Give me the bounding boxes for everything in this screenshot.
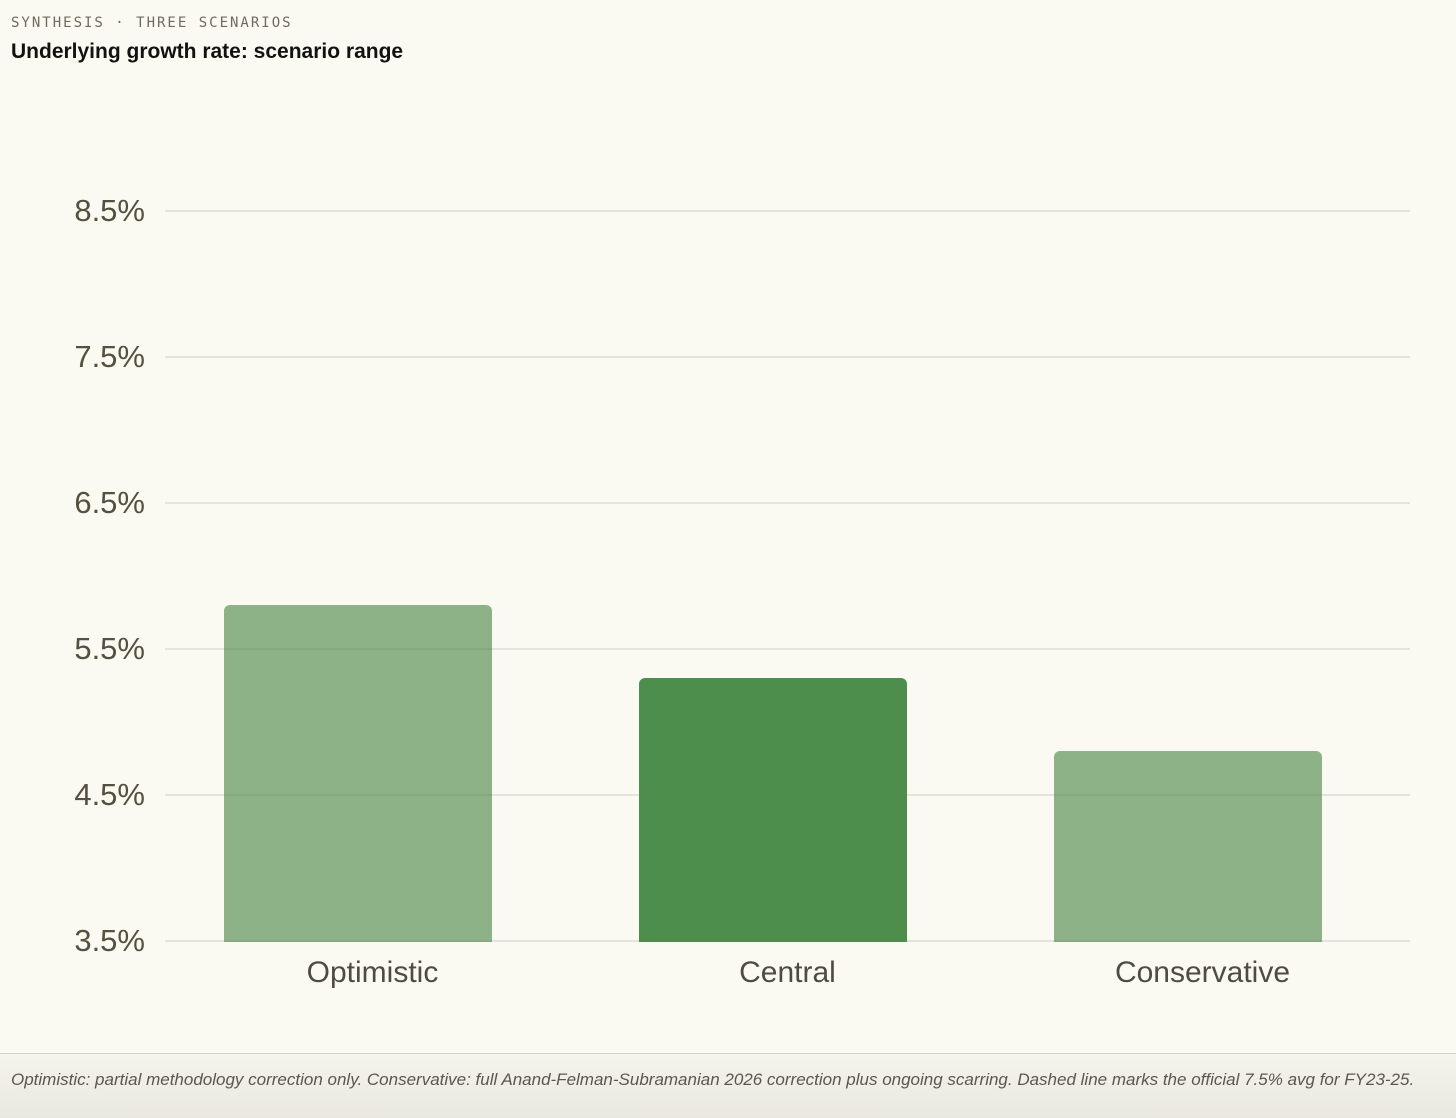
y-tick-label: 6.5%: [74, 485, 145, 520]
footer: Optimistic: partial methodology correcti…: [0, 1053, 1456, 1118]
gridline-3.5pct: [165, 940, 1410, 942]
bar-central: [639, 678, 907, 942]
gridline-7.5pct: [165, 356, 1410, 358]
footer-caption: Optimistic: partial methodology correcti…: [11, 1070, 1415, 1089]
x-category-label-central: Central: [739, 956, 836, 989]
y-tick-label: 4.5%: [74, 777, 145, 812]
gridline-6.5pct: [165, 502, 1410, 504]
gridline-5.5pct: [165, 648, 1410, 650]
page-header: SYNTHESIS · THREE SCENARIOS Underlying g…: [11, 14, 403, 65]
x-category-label-conservative: Conservative: [1114, 956, 1291, 989]
eyebrow-label: SYNTHESIS · THREE SCENARIOS: [11, 15, 293, 31]
x-category-label-optimistic: Optimistic: [306, 956, 439, 989]
y-tick-label: 8.5%: [74, 193, 145, 228]
page-title: Underlying growth rate: scenario range: [11, 40, 404, 63]
bar-conservative: [1054, 751, 1322, 942]
bar-optimistic: [224, 605, 492, 942]
y-tick-label: 3.5%: [74, 923, 145, 958]
y-tick-label: 5.5%: [74, 631, 145, 666]
y-tick-label: 7.5%: [74, 339, 145, 374]
gridline-8.5pct: [165, 210, 1410, 212]
gridline-4.5pct: [165, 794, 1410, 796]
